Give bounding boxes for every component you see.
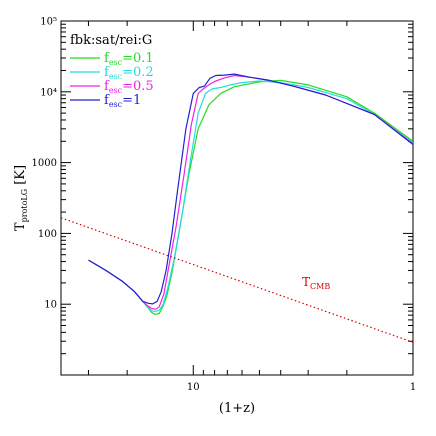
legend: fbk:sat/rei:G fesc=0.1fesc=0.2fesc=0.5fe…	[70, 33, 154, 109]
y-tick-label: 1000	[32, 158, 57, 169]
legend-title: fbk:sat/rei:G	[70, 33, 152, 48]
y-axis-label-sub: protoLG	[20, 189, 29, 223]
ticks: 10 1 10 100 1000 10⁴ 10⁵	[32, 17, 417, 394]
legend-entry-label: fesc=1	[104, 93, 141, 109]
plot-frame	[60, 20, 414, 376]
x-tick-label: 10	[187, 382, 200, 393]
y-tick-label: 100	[38, 229, 57, 240]
legend-entry-label: fesc=0.5	[104, 79, 154, 95]
y-tick-label: 10⁵	[40, 17, 57, 28]
series-line-TCMB	[61, 217, 413, 343]
series-line-fesc-0-1	[88, 79, 413, 315]
series	[61, 73, 413, 343]
series-line-fesc-1	[88, 73, 413, 305]
annotations: TCMB	[302, 275, 330, 291]
annotation-label: TCMB	[302, 275, 330, 291]
series-line-fesc-0-2	[88, 80, 413, 312]
legend-entry-label: fesc=0.1	[104, 51, 154, 67]
x-tick-label: 1	[410, 382, 416, 393]
y-axis-label-main: T	[13, 222, 28, 231]
y-axis-label: TprotoLG [K]	[13, 165, 29, 231]
y-axis-label-unit: [K]	[13, 165, 28, 189]
legend-entry-label: fesc=0.2	[104, 65, 154, 81]
x-axis-label: (1+z)	[219, 401, 255, 416]
y-tick-label: 10	[44, 300, 57, 311]
y-tick-label: 10⁴	[40, 87, 57, 98]
